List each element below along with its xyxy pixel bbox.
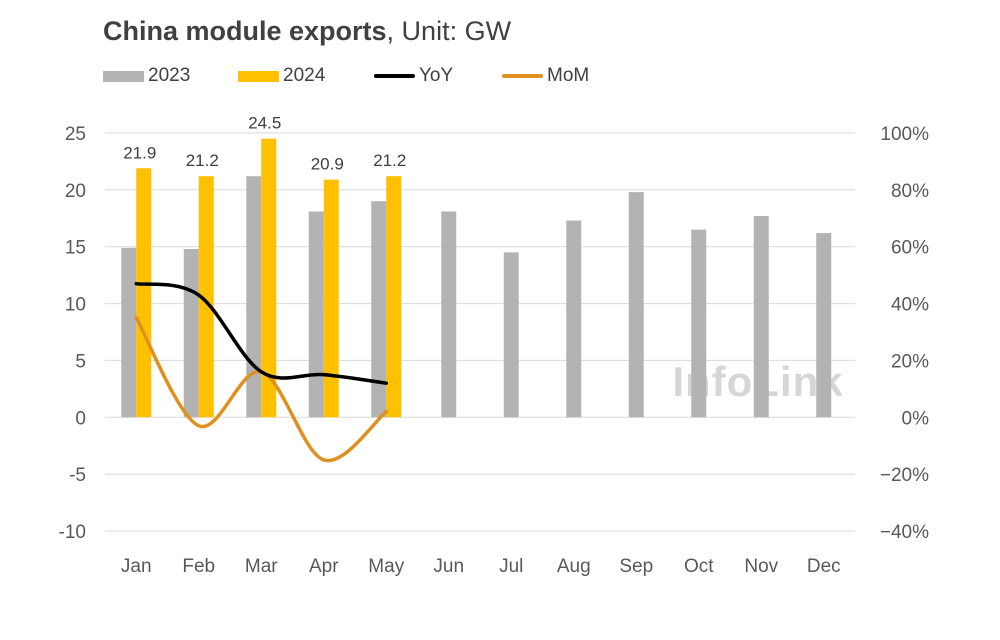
y-right-tick-label: 20% xyxy=(891,351,929,372)
bar-2023 xyxy=(183,248,199,418)
data-label-2024: 21.2 xyxy=(186,151,219,170)
y-left-tick-label: 5 xyxy=(75,351,86,372)
bar-2023 xyxy=(371,201,387,418)
bar-2023 xyxy=(503,252,519,418)
bar-2023 xyxy=(441,211,457,418)
y-left-tick-label: 10 xyxy=(65,295,86,316)
legend-label-yoy: YoY xyxy=(419,65,454,86)
bar-2024 xyxy=(136,168,152,418)
bar-2023 xyxy=(691,229,707,418)
data-label-2024: 21.2 xyxy=(373,151,406,170)
legend-item-mom: MoM xyxy=(502,62,589,90)
bar-2023 xyxy=(246,176,262,418)
data-label-2024: 21.9 xyxy=(123,143,156,162)
bar-2023 xyxy=(753,216,769,418)
x-tick-label: Apr xyxy=(309,556,339,577)
x-tick-label: Dec xyxy=(807,556,841,577)
bar-2023 xyxy=(121,247,137,418)
legend-item-yoy: YoY xyxy=(374,62,453,90)
bar-2023 xyxy=(816,233,832,418)
title-unit: , Unit: GW xyxy=(386,16,512,46)
y-right-tick-label: 100% xyxy=(880,124,929,145)
legend-swatch-yoy xyxy=(374,74,415,78)
y-right-tick-label: −20% xyxy=(880,465,929,486)
line-yoy xyxy=(134,281,388,385)
legend-item-2024: 2024 xyxy=(238,62,325,90)
y-left-tick-label: -5 xyxy=(69,465,86,486)
legend-label-2023: 2023 xyxy=(148,65,191,86)
legend-item-2023: 2023 xyxy=(103,62,190,90)
y-right-tick-label: 40% xyxy=(891,295,929,316)
legend-label-2024: 2024 xyxy=(283,65,326,86)
legend-swatch-2024 xyxy=(238,70,279,82)
chart-title: China module exports, Unit: GW xyxy=(103,16,511,47)
x-tick-label: Mar xyxy=(245,556,278,577)
data-label-2024: 20.9 xyxy=(311,155,344,174)
x-tick-label: Sep xyxy=(619,556,653,577)
bar-2024 xyxy=(323,179,339,418)
x-tick-label: Jul xyxy=(499,556,523,577)
legend-swatch-2023 xyxy=(103,70,144,82)
title-bold: China module exports xyxy=(103,16,387,46)
x-tick-label: Oct xyxy=(684,556,714,577)
legend-label-mom: MoM xyxy=(547,65,590,86)
bar-2023 xyxy=(308,211,324,418)
y-right-tick-label: −40% xyxy=(880,522,929,543)
bar-2023 xyxy=(566,220,582,418)
y-left-tick-label: -10 xyxy=(59,522,86,543)
y-left-tick-label: 20 xyxy=(65,181,86,202)
y-right-tick-label: 60% xyxy=(891,238,929,259)
x-tick-label: May xyxy=(368,556,404,577)
bar-2024 xyxy=(198,176,214,418)
y-right-tick-label: 0% xyxy=(902,408,930,429)
y-left-tick-label: 25 xyxy=(65,124,86,145)
data-label-2024: 24.5 xyxy=(248,114,281,133)
bar-2024 xyxy=(261,138,277,418)
bar-2023 xyxy=(628,192,644,418)
y-left-tick-label: 15 xyxy=(65,238,86,259)
y-right-tick-label: 80% xyxy=(891,181,929,202)
x-tick-label: Aug xyxy=(557,556,591,577)
x-tick-label: Jan xyxy=(121,556,152,577)
legend-swatch-mom xyxy=(502,74,543,78)
x-tick-label: Nov xyxy=(744,556,778,577)
y-left-tick-label: 0 xyxy=(75,408,86,429)
x-tick-label: Feb xyxy=(182,556,215,577)
bar-2024 xyxy=(386,176,402,418)
x-tick-label: Jun xyxy=(433,556,464,577)
